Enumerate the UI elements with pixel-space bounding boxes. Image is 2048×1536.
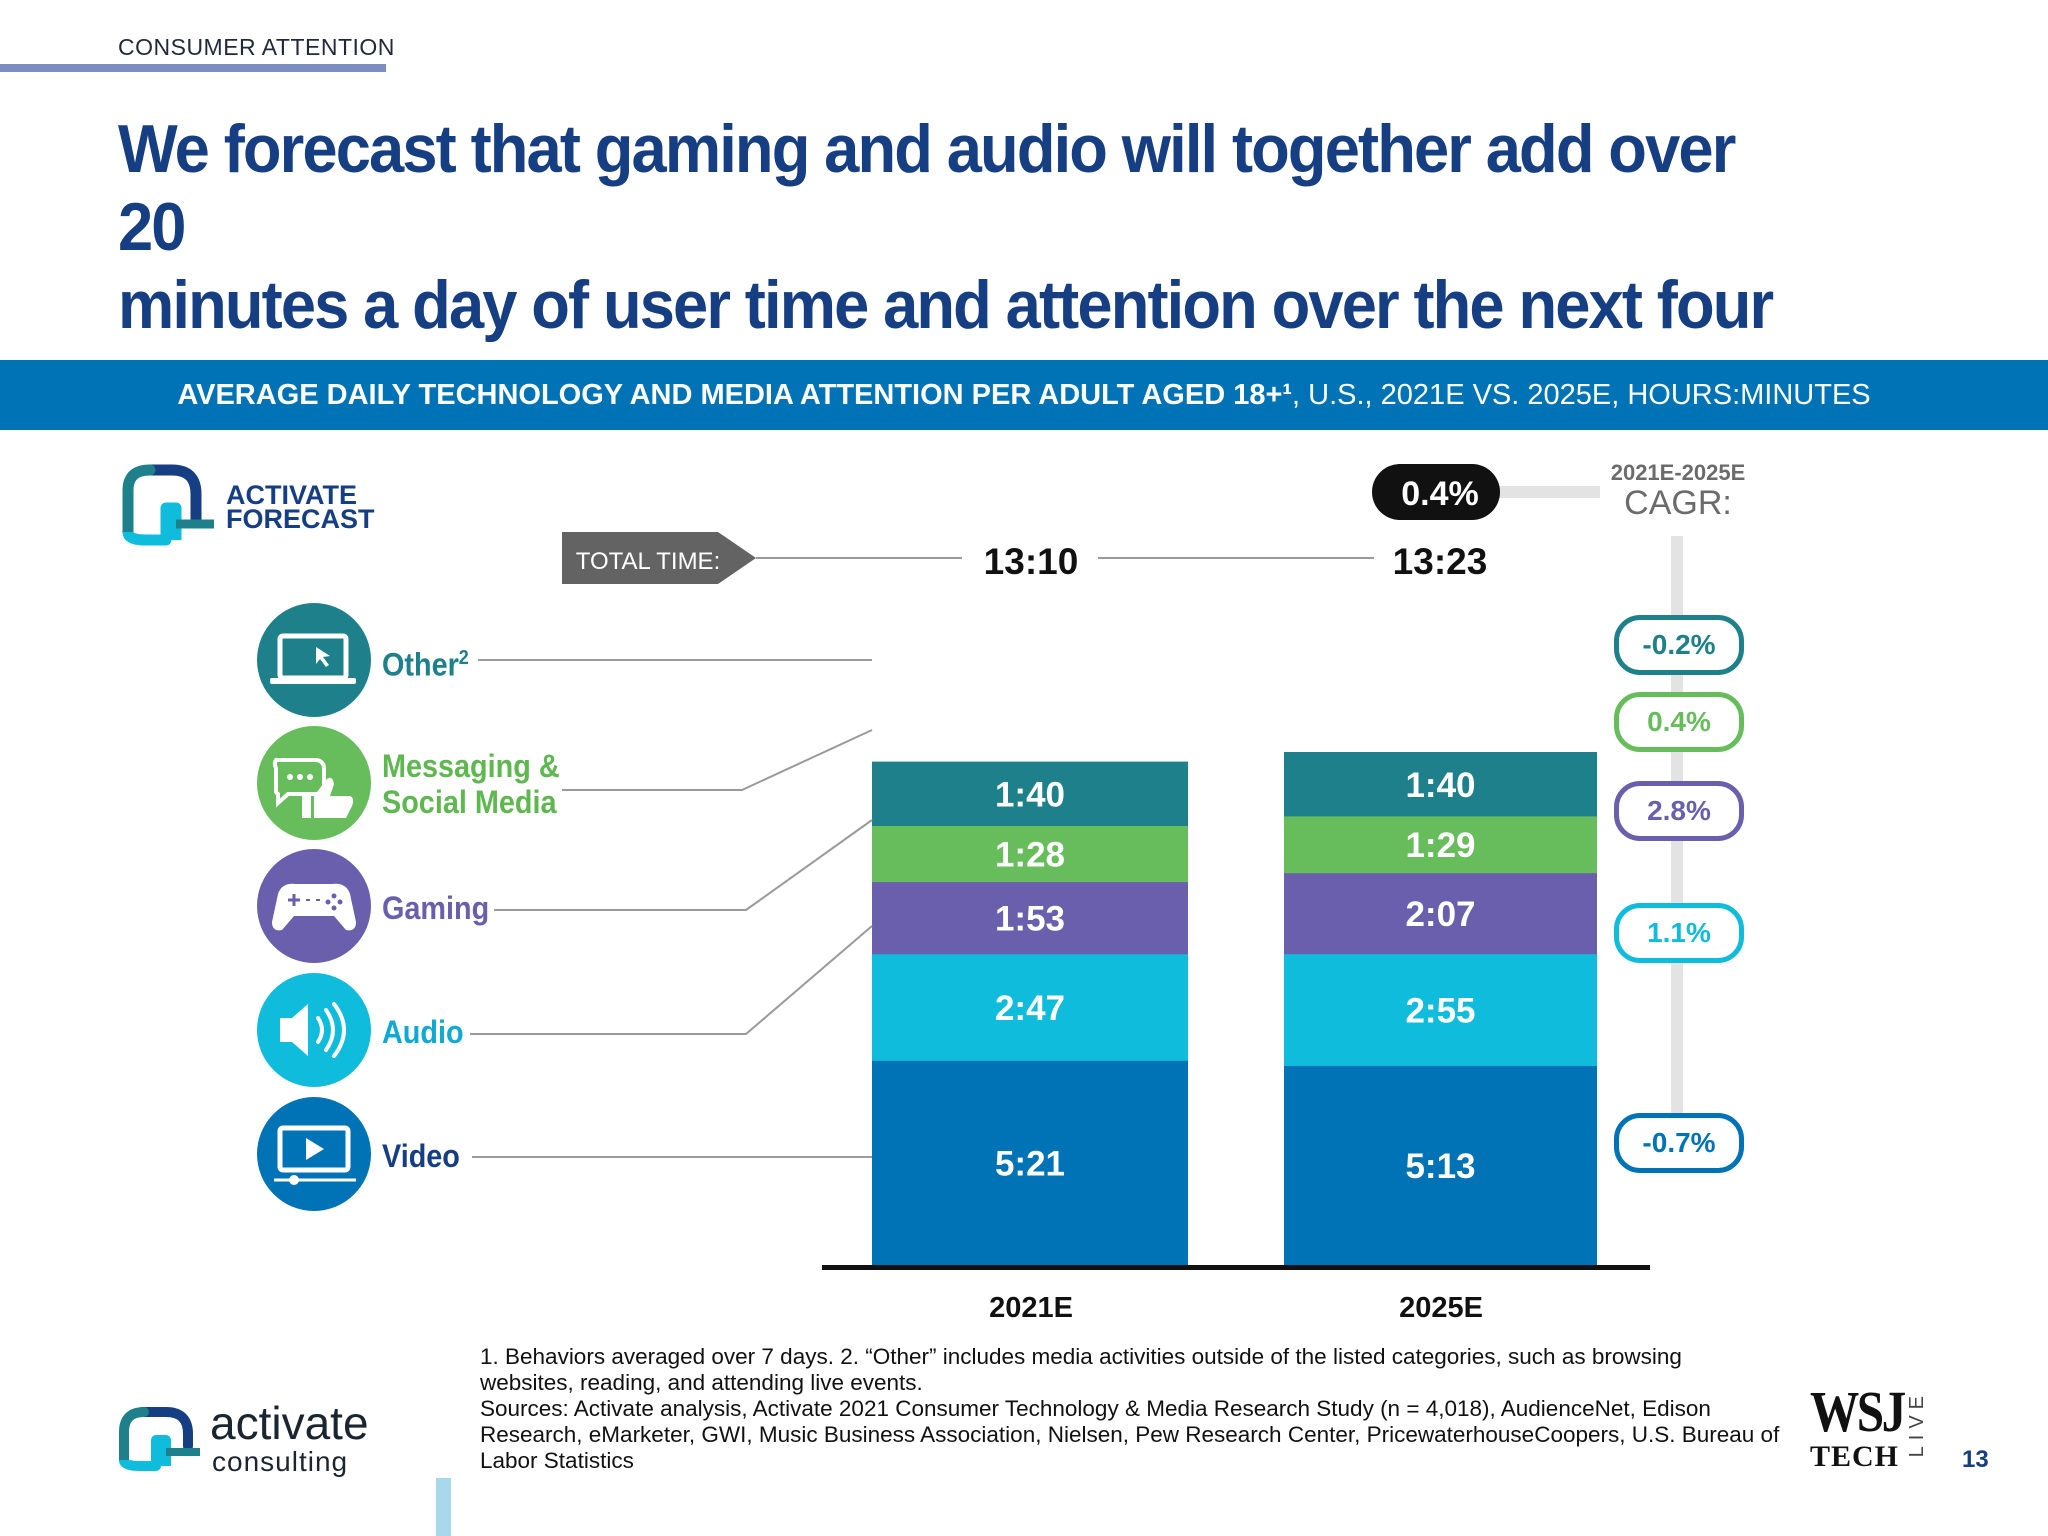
legend-gaming: Gaming	[382, 890, 490, 926]
total-2021e: 13:10	[984, 541, 1079, 582]
footer-accent-bar	[436, 1478, 451, 1536]
laptop-cursor-icon	[257, 603, 371, 717]
bar-video-2021e	[872, 1060, 1188, 1266]
bar-label-gaming-2021e: 1:53	[995, 900, 1065, 939]
cagr-pill-audio: 1.1%	[1614, 903, 1744, 963]
total-cagr-pill	[1372, 464, 1500, 520]
bar-label-audio-2025e: 2:55	[1405, 992, 1475, 1031]
total-cagr-connector	[1498, 486, 1600, 498]
wsj-tech-logo: WSJ TECH	[1810, 1379, 1920, 1474]
bar-label-messaging-2021e: 1:28	[995, 836, 1065, 875]
bar-other-2025e	[1284, 752, 1597, 817]
x-axis-baseline	[822, 1265, 1650, 1270]
bar-other-2021e	[872, 761, 1188, 826]
bar-label-audio-2021e: 2:47	[995, 989, 1065, 1028]
bar-audio-2021e	[872, 953, 1188, 1061]
banner-rest-text: , U.S., 2021E VS. 2025E, HOURS:MINUTES	[1292, 379, 1871, 411]
legend-messaging: Messaging & Social Media	[382, 748, 560, 820]
page-number: 13	[1962, 1446, 1989, 1473]
bar-gaming-2021e	[872, 881, 1188, 955]
footnote-definitions: 1. Behaviors averaged over 7 days. 2. “O…	[480, 1344, 1682, 1395]
leader-lines	[470, 659, 873, 1158]
total-time-label: TOTAL TIME:	[576, 548, 720, 575]
chart-banner: AVERAGE DAILY TECHNOLOGY AND MEDIA ATTEN…	[0, 360, 2048, 430]
x-tick-2021e: 2021E	[989, 1292, 1073, 1324]
bar-gaming-2025e	[1284, 872, 1597, 955]
cagr-pill-video: -0.7%	[1614, 1113, 1744, 1173]
leader-gaming	[494, 819, 873, 911]
bar-messaging-2021e	[872, 825, 1188, 883]
wsj-live: LIVE	[1906, 1390, 1928, 1458]
section-label: CONSUMER ATTENTION	[118, 34, 395, 60]
cagr-pill-other: -0.2%	[1614, 615, 1744, 675]
cagr-pill-gaming: 2.8%	[1614, 781, 1744, 841]
banner-bold-text: AVERAGE DAILY TECHNOLOGY AND MEDIA ATTEN…	[177, 379, 1293, 411]
bar-segments: 5:21 2:47 1:53 1:28 1:40 5:13 2:55 2:07 1:29 1:40	[872, 752, 1597, 1266]
leader-audio	[470, 925, 873, 1035]
bar-label-other-2021e: 1:40	[995, 776, 1065, 815]
bar-messaging-2025e	[1284, 815, 1597, 874]
wsj-wordmark: WSJ	[1810, 1379, 1906, 1444]
legend-messaging-line-2: Social Media	[382, 784, 557, 820]
footnotes: 1. Behaviors averaged over 7 days. 2. “O…	[480, 1344, 1780, 1474]
video-player-icon	[257, 1097, 371, 1211]
cagr-header: 2021E-2025E CAGR:	[1600, 460, 1756, 523]
brand-wordmark: activate	[210, 1397, 369, 1449]
headline-line-1: We forecast that gaming and audio will t…	[118, 111, 1736, 265]
bar-label-video-2021e: 5:21	[995, 1145, 1065, 1184]
bar-audio-2025e	[1284, 953, 1597, 1066]
brand-subtitle: consulting	[212, 1446, 349, 1477]
bar-video-2025e	[1284, 1065, 1597, 1266]
legend-other: Other2	[382, 640, 469, 683]
x-tick-2025e: 2025E	[1399, 1292, 1483, 1324]
bar-label-other-2025e: 1:40	[1405, 766, 1475, 805]
total-2025e: 13:23	[1393, 541, 1488, 582]
legend-video: Video	[382, 1138, 460, 1174]
cagr-years: 2021E-2025E	[1610, 460, 1746, 485]
chat-thumbs-up-icon	[257, 726, 371, 840]
legend-messaging-line-1: Messaging &	[382, 748, 560, 784]
leader-messaging	[562, 729, 873, 791]
legend-other-label: Other	[382, 646, 459, 683]
legend-other-footnote: 2	[458, 647, 469, 669]
cagr-pill-messaging: 0.4%	[1614, 692, 1744, 752]
section-rule	[0, 64, 386, 72]
bar-label-messaging-2025e: 1:29	[1405, 826, 1475, 865]
forecast-badge-line-1: ACTIVATE	[226, 480, 357, 510]
category-icons	[257, 603, 371, 1211]
forecast-badge-line-2: FORECAST	[226, 504, 375, 534]
bar-label-gaming-2025e: 2:07	[1405, 895, 1475, 934]
legend-audio: Audio	[382, 1014, 464, 1050]
wsj-tech: TECH	[1810, 1440, 1900, 1473]
activate-logo-icon	[119, 1407, 200, 1471]
speaker-icon	[257, 973, 371, 1087]
bar-label-video-2025e: 5:13	[1405, 1147, 1475, 1186]
footnote-sources: Sources: Activate analysis, Activate 202…	[480, 1396, 1780, 1473]
activate-forecast-icon	[122, 464, 214, 546]
total-time-tag	[562, 532, 756, 584]
gamepad-icon	[257, 849, 371, 963]
cagr-label: CAGR:	[1624, 484, 1732, 522]
total-cagr-value: 0.4%	[1401, 475, 1479, 513]
